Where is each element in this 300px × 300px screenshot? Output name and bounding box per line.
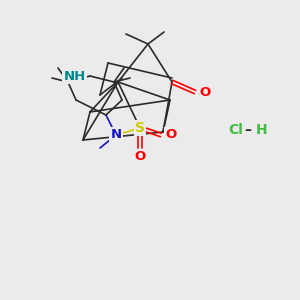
Text: O: O	[134, 150, 146, 163]
Text: O: O	[165, 128, 176, 142]
Text: O: O	[199, 85, 210, 98]
Text: –: –	[244, 123, 251, 137]
Text: NH: NH	[64, 70, 86, 83]
Text: S: S	[135, 121, 145, 135]
Text: H: H	[256, 123, 268, 137]
Text: N: N	[110, 128, 122, 142]
Text: Cl: Cl	[228, 123, 243, 137]
